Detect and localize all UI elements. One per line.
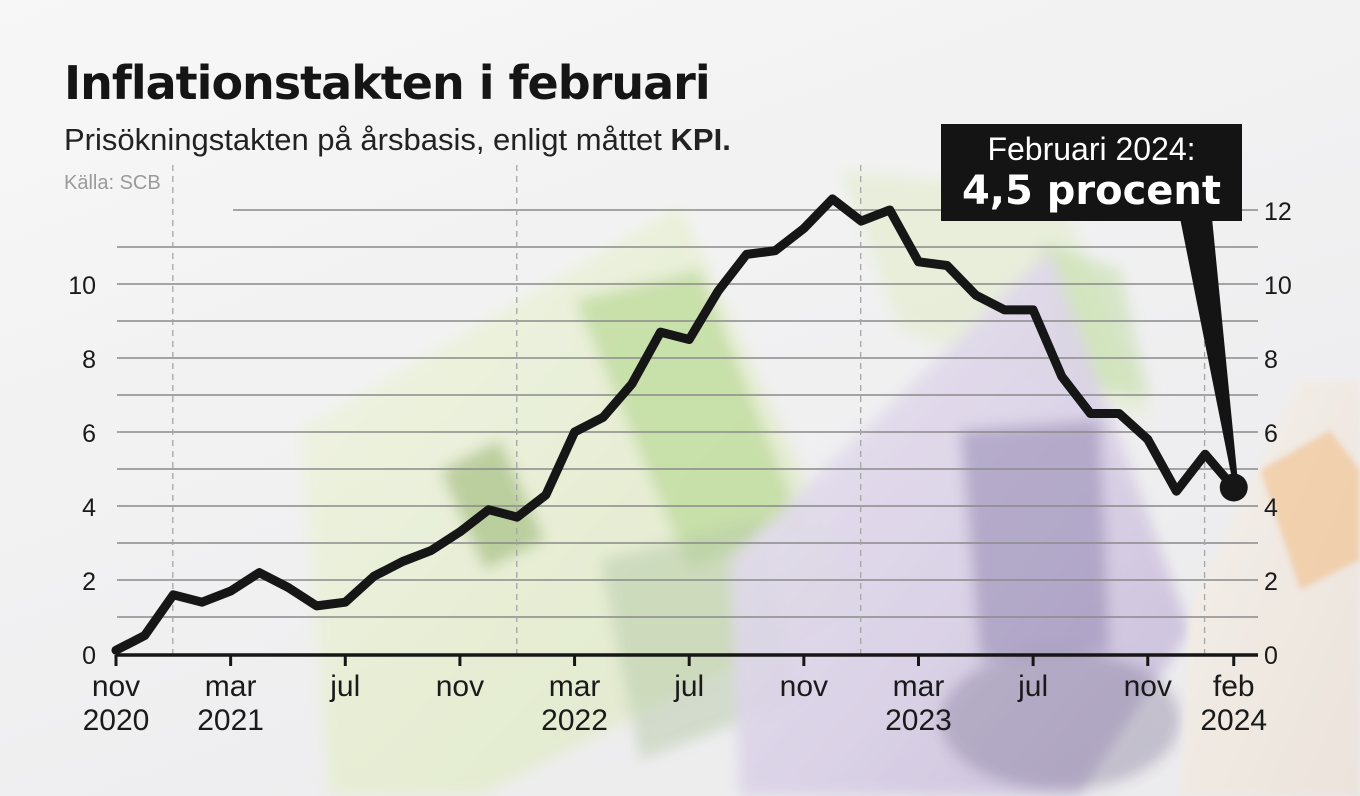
latest-value-callout: Februari 2024: 4,5 procent: [941, 124, 1242, 221]
y-tick-label-left: 0: [82, 642, 96, 670]
chart-subtitle: Prisökningstakten på årsbasis, enligt må…: [64, 122, 731, 158]
y-tick-label-left: 8: [82, 346, 96, 374]
subtitle-text: Prisökningstakten på årsbasis, enligt må…: [64, 122, 662, 157]
x-tick-label-month: feb: [1213, 670, 1255, 703]
series-points: [115, 198, 1248, 651]
year-boundary-lines: [172, 165, 1206, 654]
y-tick-label-right: 12: [1264, 198, 1292, 226]
y-tick-label-right: 4: [1264, 494, 1278, 522]
y-tick-label-right: 6: [1264, 420, 1278, 448]
y-axis-right: 0 2 4 6 8 10 12: [1264, 198, 1292, 670]
x-tick-label-year: 2023: [885, 704, 952, 737]
orange-banknote-50: [1180, 380, 1360, 796]
latest-data-point: [1219, 473, 1248, 502]
x-tick-label-year: 2021: [197, 704, 264, 737]
y-tick-label-left: 10: [68, 272, 96, 300]
chart-title: Inflationstakten i februari: [64, 56, 711, 110]
kpi-series-line: [111, 194, 1239, 655]
x-tick-label-month: jul: [329, 670, 360, 703]
y-tick-label-left: 4: [82, 494, 96, 522]
y-tick-label-right: 2: [1264, 568, 1278, 596]
y-axis-left: 0 2 4 6 8 10: [68, 272, 96, 670]
x-tick-label-year: 2024: [1200, 704, 1267, 737]
callout-value: 4,5 procent: [961, 168, 1222, 214]
x-tick-label-month: mar: [549, 670, 601, 703]
y-tick-label-right: 0: [1264, 642, 1278, 670]
x-tick-label-month: nov: [92, 670, 140, 703]
x-tick-label-month: nov: [780, 670, 828, 703]
x-tick-label-month: jul: [673, 670, 704, 703]
x-tick-label-month: mar: [893, 670, 945, 703]
source-note: Källa: SCB: [64, 172, 161, 194]
subtitle-kpi-emphasis: KPI.: [670, 122, 731, 157]
y-tick-label-left: 6: [82, 420, 96, 448]
x-tick-label-month: nov: [436, 670, 484, 703]
y-tick-label-right: 10: [1264, 272, 1292, 300]
x-tick-label-year: 2020: [83, 704, 150, 737]
x-tick-label-month: jul: [1017, 670, 1048, 703]
callout-label: Februari 2024:: [987, 131, 1196, 167]
x-tick-label-year: 2022: [541, 704, 608, 737]
y-tick-label-left: 2: [82, 568, 96, 596]
callout-pointer: [1180, 218, 1238, 480]
x-tick-label-month: nov: [1124, 670, 1172, 703]
x-tick-label-month: mar: [205, 670, 257, 703]
y-tick-label-right: 8: [1264, 346, 1278, 374]
